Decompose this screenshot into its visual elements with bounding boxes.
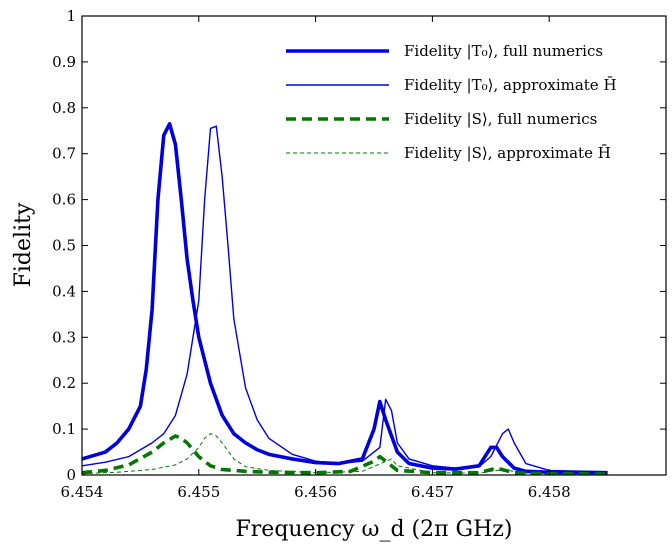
- legend-label-2: Fidelity |T₀⟩, approximate H̄: [404, 76, 617, 94]
- x-tick-label: 6.454: [61, 483, 104, 501]
- y-tick-label: 1: [66, 7, 76, 25]
- legend-label-4: Fidelity |S⟩, approximate H̄: [404, 144, 611, 162]
- y-tick-label: 0.4: [52, 282, 76, 300]
- legend-label-3: Fidelity |S⟩, full numerics: [404, 110, 597, 128]
- y-tick-label: 0.2: [52, 374, 76, 392]
- y-tick-label: 0.7: [52, 145, 76, 163]
- x-tick-label: 6.456: [294, 483, 337, 501]
- y-axis-title: Fidelity: [11, 202, 36, 287]
- y-tick-label: 0.9: [52, 53, 76, 71]
- series-line-4: [82, 433, 608, 475]
- x-axis-title: Frequency ω_d (2π GHz): [236, 517, 513, 542]
- y-tick-label: 0.8: [52, 99, 76, 117]
- series-line-3: [82, 434, 608, 475]
- series-line-1: [82, 122, 608, 475]
- legend: Fidelity |T₀⟩, full numerics Fidelity |T₀…: [286, 42, 617, 162]
- series-layer: [82, 122, 608, 475]
- x-tick-label: 6.455: [177, 483, 220, 501]
- ticks-layer: 6.454 6.455 6.456 6.457 6.458 0 0.1 0.2 0.3 0.4 0.…: [52, 7, 666, 501]
- y-tick-label: 0.6: [52, 191, 76, 209]
- y-tick-label: 0.3: [52, 328, 76, 346]
- x-tick-label: 6.458: [528, 483, 571, 501]
- y-tick-label: 0.1: [52, 420, 76, 438]
- legend-label-1: Fidelity |T₀⟩, full numerics: [404, 42, 603, 60]
- y-tick-label: 0.5: [52, 237, 76, 255]
- y-tick-label: 0: [66, 466, 76, 484]
- x-tick-label: 6.457: [411, 483, 454, 501]
- series-line-2: [82, 125, 608, 473]
